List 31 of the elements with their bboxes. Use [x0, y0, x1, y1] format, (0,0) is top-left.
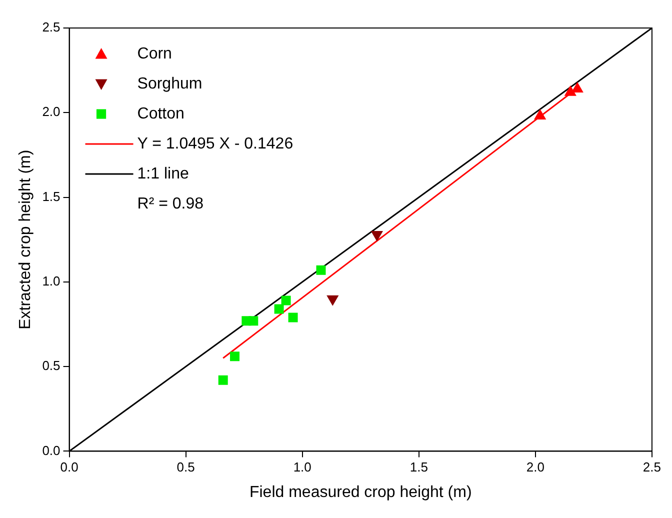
- x-tick-label: 1.5: [410, 460, 428, 475]
- y-tick-label: 1.0: [42, 274, 60, 288]
- legend-label: 1:1 line: [137, 165, 189, 182]
- point: [288, 312, 298, 322]
- legend-label: Cotton: [137, 105, 184, 122]
- legend-label: Corn: [137, 45, 172, 62]
- point: [564, 86, 576, 96]
- point: [316, 265, 326, 275]
- x-tick-label: 0.0: [60, 460, 78, 475]
- point: [218, 375, 228, 385]
- y-tick-label: 0.5: [42, 358, 60, 374]
- point: [248, 316, 258, 326]
- point: [572, 82, 584, 92]
- x-tick-label: 2.0: [526, 460, 544, 475]
- point: [274, 304, 284, 314]
- y-tick-label: 1.5: [42, 188, 60, 204]
- legend-label: Y = 1.0495 X - 0.1426: [137, 135, 294, 152]
- y-tick-label: 2.0: [42, 104, 60, 120]
- x-tick-label: 2.5: [642, 460, 662, 475]
- y-axis-title: Extracted crop height (m): [17, 150, 34, 330]
- x-axis-title: Field measured crop height (m): [249, 484, 472, 501]
- point: [230, 352, 240, 362]
- point: [326, 295, 338, 306]
- legend-label: Sorghum: [137, 75, 202, 92]
- y-tick-label: 0.0: [42, 442, 60, 458]
- point: [534, 110, 546, 120]
- x-tick-label: 0.5: [176, 460, 195, 475]
- x-tick-label: 1.0: [293, 460, 312, 475]
- y-tick-label: 2.5: [42, 20, 60, 35]
- annotation: R² = 0.98: [137, 195, 204, 212]
- point: [281, 296, 291, 306]
